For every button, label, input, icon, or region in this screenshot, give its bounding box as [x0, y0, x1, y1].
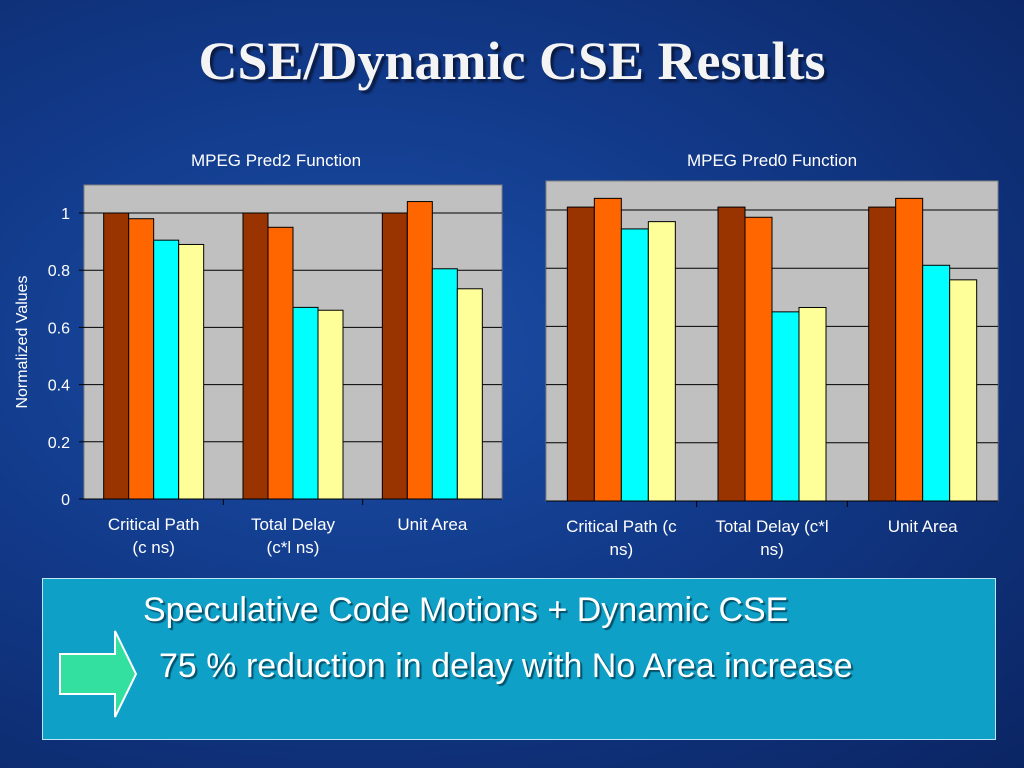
bar: [267, 226, 294, 500]
bar: [647, 221, 676, 502]
bar: [431, 268, 458, 500]
x-tick-label: ns): [610, 540, 634, 559]
bar: [717, 206, 746, 502]
bar: [103, 212, 130, 500]
y-tick-label: 1: [61, 206, 70, 223]
takeaway-box: Speculative Code Motions + Dynamic CSE 7…: [42, 578, 996, 740]
slide-title: CSE/Dynamic CSE Results: [198, 31, 826, 91]
charts-canvas: 0 0.2 0.4 0.6 0.8 1 Normalized Values Critical …: [14, 180, 999, 559]
bar: [153, 239, 180, 500]
chart-title-pred0: MPEG Pred0 Function: [686, 151, 858, 170]
x-tick-label: Unit Area: [397, 515, 467, 534]
bar: [771, 311, 800, 502]
bar: [566, 206, 595, 502]
bar: [798, 306, 827, 502]
y-tick-label: 0.8: [48, 263, 70, 280]
bar: [406, 201, 433, 500]
y-tick-label: 0.6: [48, 320, 70, 337]
bar: [868, 206, 897, 502]
bar: [949, 279, 978, 502]
bar: [242, 212, 269, 500]
y-tick-label: 0.4: [48, 378, 70, 395]
x-tick-label: Total Delay: [251, 515, 336, 534]
y-axis-label: Normalized Values: [14, 275, 31, 408]
x-tick-label: Total Delay (c*l: [715, 517, 828, 536]
y-tick-label: 0.2: [48, 435, 70, 452]
x-tick-label: (c*l ns): [267, 538, 320, 557]
bar: [922, 264, 951, 502]
y-tick-label: 0: [61, 492, 70, 509]
right-arrow-icon: [58, 629, 138, 724]
x-tick-label: Critical Path (c: [566, 517, 677, 536]
bar: [895, 197, 924, 502]
bar: [744, 216, 773, 502]
bar: [593, 197, 622, 502]
bar: [456, 288, 483, 500]
x-tick-label: ns): [760, 540, 784, 559]
bar: [128, 218, 155, 500]
x-tick-label: Unit Area: [888, 517, 958, 536]
takeaway-line-1: Speculative Code Motions + Dynamic CSE: [143, 591, 789, 629]
x-tick-label: (c ns): [132, 538, 175, 557]
takeaway-line-2: 75 % reduction in delay with No Area inc…: [159, 647, 853, 685]
bar: [292, 306, 319, 500]
bar: [317, 309, 344, 500]
chart-title-pred2: MPEG Pred2 Function: [190, 151, 362, 170]
bar: [620, 228, 649, 502]
bar: [178, 243, 205, 500]
x-tick-label: Critical Path: [108, 515, 200, 534]
bar: [381, 212, 408, 500]
